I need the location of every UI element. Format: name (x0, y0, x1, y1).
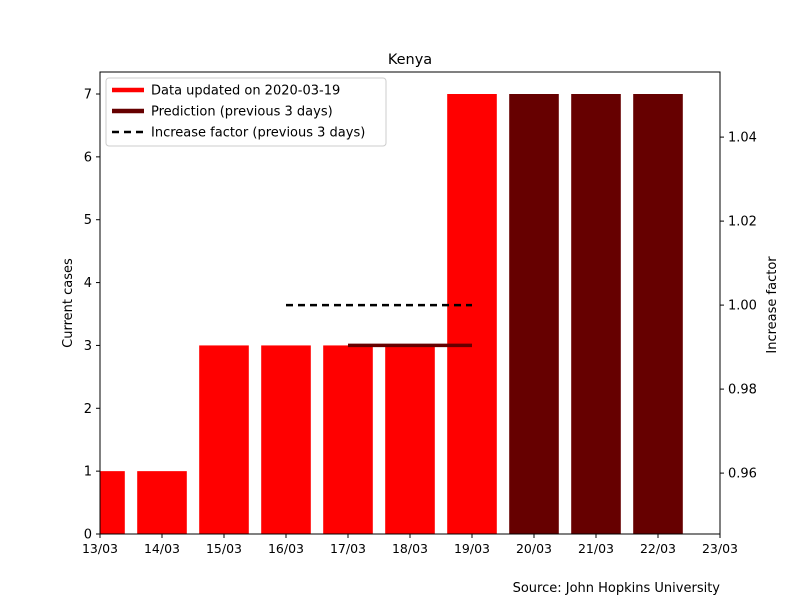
legend-label-0: Data updated on 2020-03-19 (151, 84, 340, 99)
x-tick-label: 20/03 (516, 541, 552, 556)
y-axis-label-left: Current cases (61, 258, 76, 348)
x-tick-label: 18/03 (392, 541, 428, 556)
left-tick-label: 5 (84, 213, 92, 228)
bar-0-1 (137, 471, 187, 534)
legend-box (105, 77, 387, 147)
x-tick-label: 19/03 (454, 541, 490, 556)
bar-0-4 (323, 345, 373, 534)
bars-layer (100, 94, 683, 534)
right-tick-label: 1.04 (728, 131, 757, 146)
plot-frame (99, 71, 721, 535)
bar-0-5 (385, 345, 435, 534)
right-y-axis: 0.96 0.98 1.00 1.02 1.04 (720, 131, 757, 482)
y-axis-label-right: Increase factor (765, 256, 780, 354)
right-tick-label: 0.98 (728, 383, 757, 398)
left-tick-label: 6 (84, 150, 92, 165)
x-tick-label: 14/03 (144, 541, 180, 556)
legend: Data updated on 2020-03-19 Prediction (pr… (105, 77, 387, 147)
left-tick-label: 0 (84, 528, 92, 543)
bar-1-2 (633, 94, 683, 534)
bar-0-0 (100, 471, 125, 534)
chart-title: Kenya (388, 52, 432, 68)
lines-layer (286, 303, 472, 348)
left-tick-label: 3 (84, 339, 92, 354)
x-tick-label: 23/03 (702, 541, 738, 556)
left-tick-label: 1 (84, 465, 92, 480)
x-tick-label: 17/03 (330, 541, 366, 556)
x-tick-label: 21/03 (578, 541, 614, 556)
x-tick-label: 16/03 (268, 541, 304, 556)
left-tick-label: 4 (84, 276, 92, 291)
right-tick-label: 0.96 (728, 467, 757, 482)
x-tick-label: 13/03 (82, 541, 118, 556)
x-tick-label: 15/03 (206, 541, 242, 556)
left-tick-label: 2 (84, 402, 92, 417)
bar-0-3 (261, 345, 311, 534)
left-y-axis: 0 1 2 3 4 5 6 7 (84, 88, 100, 543)
x-tick-label: 22/03 (640, 541, 676, 556)
right-tick-label: 1.02 (728, 215, 757, 230)
legend-label-2: Increase factor (previous 3 days) (151, 126, 365, 141)
bar-1-0 (509, 94, 559, 534)
legend-label-1: Prediction (previous 3 days) (151, 105, 333, 120)
bar-0-6 (447, 94, 497, 534)
bar-1-1 (571, 94, 621, 534)
source-note: Source: John Hopkins University (513, 581, 721, 596)
x-axis: 13/03 14/03 15/03 16/03 17/03 18/03 19/03 20/03… (82, 534, 738, 556)
right-tick-label: 1.00 (728, 299, 757, 314)
bar-0-2 (199, 345, 249, 534)
left-tick-label: 7 (84, 88, 92, 103)
